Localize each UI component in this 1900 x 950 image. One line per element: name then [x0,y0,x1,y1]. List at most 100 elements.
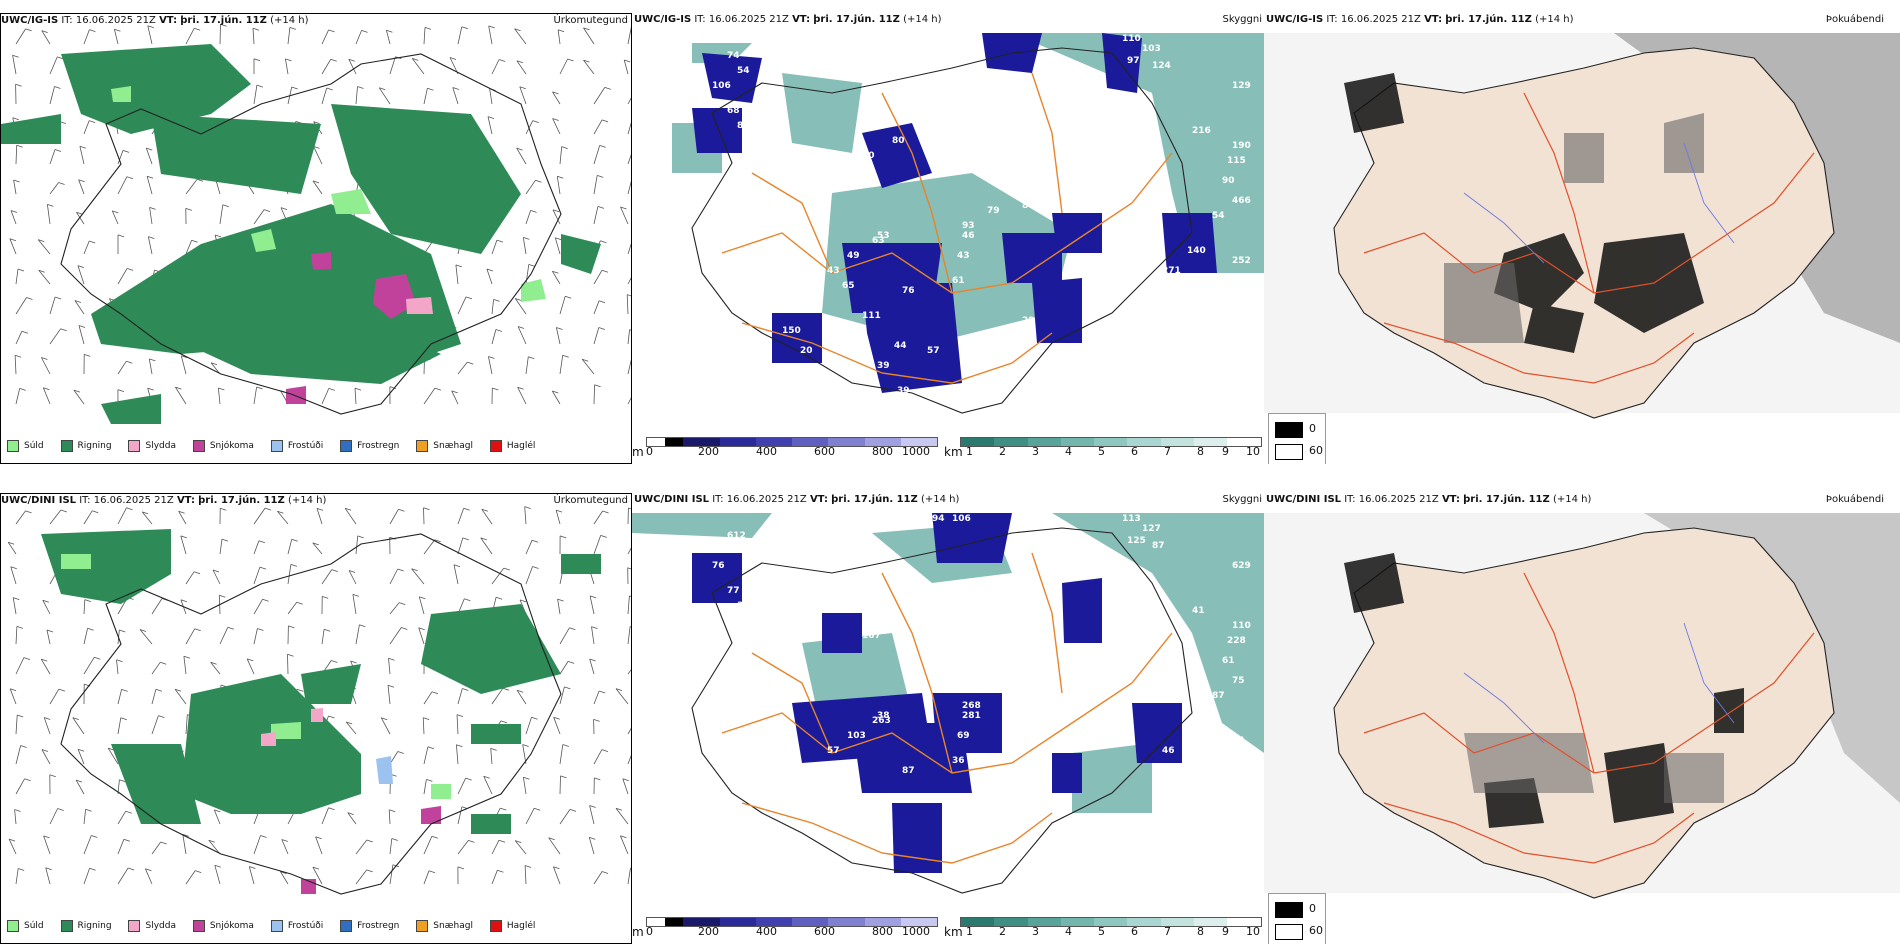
wind-barb-flag [564,686,571,690]
legend-swatch [7,920,19,932]
wind-barb [180,535,187,555]
legend-swatch [416,440,429,452]
cbar-m: m 0 200 400 600 800 1000 [632,917,938,944]
wind-barb [147,236,153,255]
wind-barb [321,59,332,75]
fog-sea-gray [1644,513,1900,803]
wind-barb [593,327,600,345]
fog-legend-black [1275,902,1303,918]
cbar-km-seg [1027,918,1061,926]
legend-item-sudld: Súld [7,440,44,452]
wind-barb-flag [10,566,17,570]
wind-barb-flag [423,507,430,511]
wind-barb-flag [16,626,24,629]
wind-barb [12,55,17,75]
wind-barb-flag [344,507,352,511]
cbar-m-tick: 0 [646,925,653,938]
wind-barb-flag [91,835,98,838]
wind-barb-flag [227,626,234,630]
legend-label: Rigning [77,441,112,451]
wind-barb [315,836,323,855]
wind-barb-flag [427,87,434,91]
fog-legend-white [1275,924,1303,940]
wind-barb [352,594,357,615]
wind-barb [151,598,163,615]
cloud-base-label: 51 [857,376,870,386]
cbar-m-seg [665,918,684,926]
wind-barb-flag [79,145,87,149]
legend-item-haglel: Haglél [489,440,535,452]
wind-barb [41,357,51,375]
cloud-base-label: 30 [737,601,750,611]
wind-barb-flag [252,27,260,31]
wind-barb-flag [583,27,590,31]
wind-barb-flag [424,27,432,30]
wind-barb-flag [597,206,605,209]
wind-barb-flag [78,179,85,183]
wind-barb [79,146,85,165]
legend-item-snjokoma: Snjókoma [192,440,254,452]
wind-barb [13,179,17,195]
cloud-base-label: 111 [862,311,881,321]
it-value: 16.06.2025 21Z [708,14,789,25]
wind-barb-flag [262,598,269,602]
cloud-base-label: 41 [1192,606,1205,616]
cbar-m-tick: 600 [814,925,835,938]
wind-barb-flag [125,810,132,814]
wind-barb-flag [8,838,16,842]
cloud-base-label: 129 [1232,81,1251,91]
wind-barb [552,271,561,285]
cbar-km-tick: 10 [1246,445,1260,458]
wind-barb-flag [480,537,487,541]
wind-barb-flag [411,568,418,572]
wind-barb [151,841,162,855]
wind-barb-flag [359,624,366,628]
bottom-fog-header: UWC/DINI ISL IT: 16.06.2025 21Z VT: þri.… [1266,493,1591,507]
wind-barb-flag [214,864,221,868]
wind-barb [145,868,153,885]
legend-swatch [340,920,353,932]
legend-label: Snjókoma [209,441,254,451]
frost-drizzle-areas [376,756,393,784]
wind-barb [517,326,527,345]
wind-barb-flag [496,239,504,243]
wind-barb-flag [552,270,559,274]
wind-barb-flag [297,689,304,692]
wind-barb [15,778,25,795]
wind-barb [589,595,595,615]
cloud-base-label: 268 [962,701,981,711]
wind-barb [422,717,425,735]
cloud-base-label: 20 [892,616,905,626]
wind-barb-flag [481,508,488,512]
wind-barb-flag [120,717,127,721]
wind-barb-flag [434,387,442,391]
wind-barb [253,386,257,405]
wind-barb-flag [146,147,153,151]
cbar-m-seg [719,918,756,926]
wind-barb [457,777,467,795]
wind-barb [423,507,425,525]
top-fog-map [1264,33,1900,419]
cbar-m-seg [719,438,756,446]
wind-barb-flag [559,535,567,539]
cbar-km-tick: 8 [1197,925,1204,938]
wind-barb-flag [247,658,254,662]
wind-barb-flag [598,327,605,330]
wind-barb [321,569,333,585]
cbar-m-unit: m [632,925,644,939]
cbar-m-seg [828,918,865,926]
cbar-m-tick: 400 [756,445,777,458]
wind-barb [348,59,357,75]
wind-barb [287,27,291,45]
wind-barb-flag [552,118,559,121]
wind-barb-flag [76,211,83,215]
cloud-base-label: 103 [847,731,866,741]
wind-barb [457,537,464,555]
wind-barb [554,237,561,255]
cbar-km-seg [1160,918,1195,926]
wind-barb-flag [57,808,64,811]
wind-barb [627,626,631,645]
wind-barb-flag [552,209,560,213]
wind-barb-flag [72,717,79,720]
